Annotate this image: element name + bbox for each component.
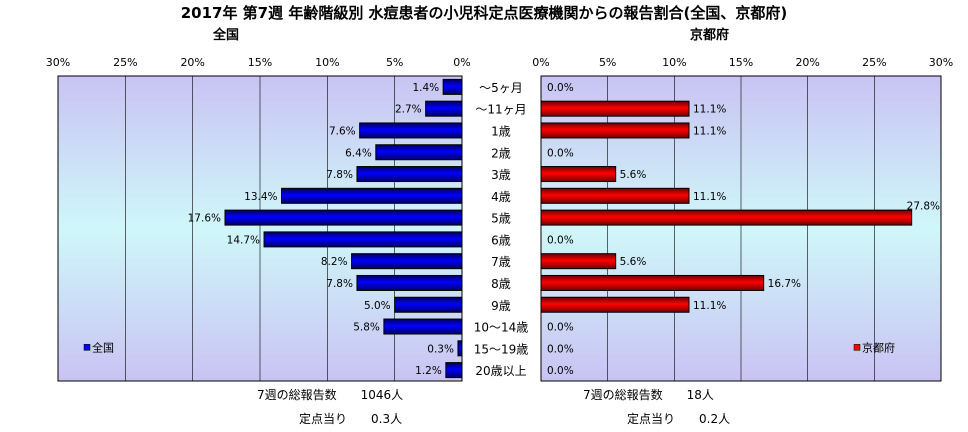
kyoto-value-label: 0.0% (547, 322, 574, 334)
age-category-label: 4歳 (491, 190, 511, 204)
age-category-label: 6歳 (491, 233, 511, 247)
age-category-label: ～5ヶ月 (479, 81, 523, 95)
national-tick-label: 30% (46, 56, 70, 69)
national-bar (281, 187, 463, 204)
age-category-label: 3歳 (491, 168, 511, 182)
national-bar (356, 166, 463, 183)
kyoto-value-label: 0.0% (547, 365, 574, 377)
national-value-label: 7.8% (326, 278, 353, 290)
kyoto-per-site: 定点当り 0.2人 (627, 412, 731, 426)
kyoto-value-label: 11.1% (693, 300, 726, 312)
kyoto-tick-label: 25% (862, 56, 886, 69)
national-tick-label: 15% (248, 56, 272, 69)
national-value-label: 17.6% (188, 213, 221, 225)
age-category-label: 8歳 (491, 277, 511, 291)
kyoto-value-label: 5.6% (620, 169, 647, 181)
age-category-label: 7歳 (491, 255, 511, 269)
kyoto-tick-label: 30% (929, 56, 953, 69)
national-bar (445, 362, 463, 379)
national-bar (356, 274, 463, 291)
kyoto-tick-label: 20% (795, 56, 819, 69)
kyoto-bar (540, 274, 765, 291)
national-legend-swatch (83, 344, 91, 351)
kyoto-bar (540, 253, 617, 270)
age-category-label: 10～14歳 (474, 321, 529, 335)
national-bar (224, 209, 463, 226)
kyoto-bar (540, 166, 617, 183)
national-value-label: 6.4% (345, 147, 372, 159)
national-value-label: 14.7% (227, 234, 260, 246)
kyoto-value-label: 0.0% (547, 343, 574, 355)
kyoto-panel-title: 京都府 (690, 28, 730, 43)
national-bar (263, 231, 463, 248)
kyoto-bar (540, 100, 690, 117)
national-value-label: 0.3% (427, 343, 454, 355)
kyoto-legend-label: 京都府 (862, 340, 895, 354)
national-value-label: 1.4% (412, 82, 439, 94)
national-tick-label: 0% (453, 56, 470, 69)
kyoto-tick-label: 0% (532, 56, 549, 69)
kyoto-value-label: 5.6% (620, 256, 647, 268)
national-value-label: 2.7% (395, 104, 422, 116)
national-value-label: 8.2% (321, 256, 348, 268)
national-per-site: 定点当り 0.3人 (299, 412, 403, 426)
national-tick-label: 5% (386, 56, 403, 69)
national-value-label: 13.4% (244, 191, 277, 203)
national-value-label: 1.2% (415, 365, 442, 377)
national-bar (442, 78, 463, 95)
chart-title: 2017年 第7週 年齢階級別 水痘患者の小児科定点医療機関からの報告割合(全国… (180, 4, 788, 22)
national-tick-label: 20% (180, 56, 204, 69)
national-value-label: 5.8% (353, 322, 380, 334)
age-category-label: 2歳 (491, 146, 511, 160)
kyoto-value-label: 11.1% (693, 104, 726, 116)
kyoto-value-label: 11.1% (693, 125, 726, 137)
national-panel-title: 全国 (213, 28, 240, 43)
kyoto-total-reports: 7週の総報告数 18人 (583, 388, 714, 402)
age-category-label: ～11ヶ月 (475, 103, 526, 117)
age-category-label: 20歳以上 (475, 364, 526, 378)
national-bar (359, 122, 463, 139)
national-bar (383, 318, 463, 335)
national-value-label: 7.6% (329, 125, 356, 137)
kyoto-bar (540, 122, 690, 139)
national-value-label: 5.0% (364, 300, 391, 312)
kyoto-tick-label: 10% (662, 56, 686, 69)
kyoto-bar (540, 296, 690, 313)
national-tick-label: 25% (113, 56, 137, 69)
national-bar (394, 296, 463, 313)
national-tick-label: 10% (315, 56, 339, 69)
kyoto-value-label: 0.0% (547, 234, 574, 246)
kyoto-tick-label: 15% (729, 56, 753, 69)
national-bar (425, 100, 463, 117)
national-total-reports: 7週の総報告数 1046人 (257, 388, 404, 402)
age-category-label: 5歳 (491, 212, 511, 226)
national-bar (457, 340, 463, 357)
national-bar (351, 253, 463, 270)
age-category-label: 9歳 (491, 299, 511, 313)
national-bar (375, 144, 463, 161)
kyoto-bar (540, 209, 913, 226)
kyoto-tick-label: 5% (599, 56, 616, 69)
kyoto-legend-swatch (853, 344, 861, 351)
national-value-label: 7.8% (326, 169, 353, 181)
kyoto-value-label: 27.8% (907, 201, 940, 213)
age-category-label: 15～19歳 (474, 342, 529, 356)
kyoto-value-label: 0.0% (547, 82, 574, 94)
kyoto-value-label: 11.1% (693, 191, 726, 203)
kyoto-bar (540, 187, 690, 204)
kyoto-value-label: 0.0% (547, 147, 574, 159)
kyoto-value-label: 16.7% (768, 278, 801, 290)
national-legend-label: 全国 (92, 340, 114, 354)
age-category-label: 1歳 (491, 124, 511, 138)
